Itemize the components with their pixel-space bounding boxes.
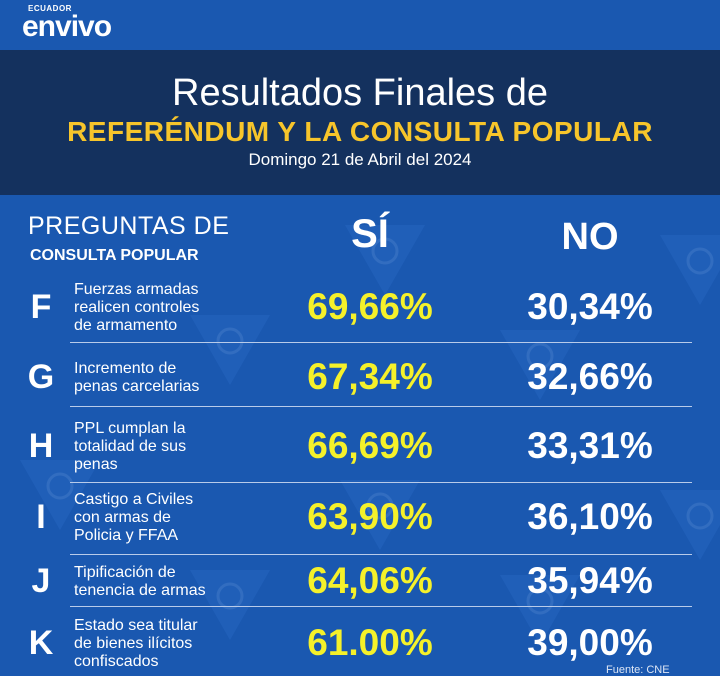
header-panel: Resultados Finales de REFERÉNDUM Y LA CO…	[0, 50, 720, 195]
watermark-icon	[660, 490, 720, 560]
row-divider	[70, 406, 692, 407]
watermark-icon	[190, 570, 270, 640]
yes-percentage: 64,06%	[307, 560, 433, 601]
question-text-line: de bienes ilícitos	[74, 635, 193, 652]
question-letter: K	[28, 624, 54, 662]
question-text-line: tenencia de armas	[74, 582, 206, 599]
question-text-line: Castigo a Civiles	[74, 491, 194, 508]
no-column-header: NO	[561, 216, 619, 258]
question-letter: I	[36, 498, 46, 536]
question-text: Incremento de penas carcelarias	[74, 360, 199, 396]
yes-percentage: 61.00%	[307, 622, 433, 663]
table-row: F Fuerzas armadas realicen controles de arm…	[0, 276, 720, 340]
table-row: G Incremento de penas carcelarias 67,34% 32,…	[0, 352, 720, 404]
watermark-icon	[190, 315, 270, 385]
question-text: Fuerzas armadas realicen controles de arma…	[74, 281, 199, 335]
question-letter: G	[27, 358, 55, 396]
question-text-line: confiscados	[74, 653, 159, 670]
question-text: Tipificación de tenencia de armas	[74, 564, 206, 600]
table-row: I Castigo a Civiles con armas de Policia y …	[0, 484, 720, 552]
question-letter: J	[31, 562, 51, 600]
source-note: Fuente: CNE	[606, 664, 670, 676]
no-percentage: 35,94%	[527, 560, 653, 601]
date-line: Domingo 21 de Abril del 2024	[248, 150, 472, 169]
row-divider	[70, 606, 692, 607]
row-divider	[70, 342, 692, 343]
question-text-line: totalidad de sus	[74, 438, 187, 455]
question-text: Castigo a Civiles con armas de Policia y F…	[74, 491, 193, 545]
questions-header-line-1: PREGUNTAS DE	[28, 212, 230, 240]
question-text-line: Policia y FFAA	[74, 527, 179, 544]
row-divider	[70, 482, 692, 483]
watermark-icon	[345, 225, 425, 295]
no-percentage: 33,31%	[527, 425, 653, 466]
yes-column-header: SÍ	[351, 212, 389, 256]
no-percentage: 32,66%	[527, 356, 653, 397]
brand-name: envivo	[22, 10, 112, 43]
table-row: J Tipificación de tenencia de armas 64,06% 3…	[0, 560, 720, 604]
question-text-line: con armas de	[74, 509, 171, 526]
title-line-2: REFERÉNDUM Y LA CONSULTA POPULAR	[67, 116, 653, 147]
watermark-icon	[660, 235, 720, 305]
brand-small-text: ECUADOR	[28, 4, 72, 13]
question-letter: F	[30, 288, 52, 326]
question-text-line: Incremento de	[74, 360, 177, 377]
question-letter: H	[28, 427, 54, 465]
yes-percentage: 69,66%	[307, 286, 433, 327]
question-text: PPL cumplan la totalidad de sus penas	[74, 420, 186, 474]
title-line-1: Resultados Finales de	[172, 72, 548, 114]
question-text: Estado sea titular de bienes ilícitos conf…	[74, 617, 198, 671]
question-text-line: penas carcelarias	[74, 378, 200, 395]
watermark-icon	[340, 480, 420, 550]
question-text-line: Estado sea titular	[74, 617, 198, 634]
no-percentage: 36,10%	[527, 496, 653, 537]
no-percentage: 30,34%	[527, 286, 653, 327]
question-text-line: PPL cumplan la	[74, 420, 186, 437]
row-divider	[70, 554, 692, 555]
yes-percentage: 67,34%	[307, 356, 433, 397]
question-text-line: Tipificación de	[74, 564, 176, 581]
question-text-line: Fuerzas armadas	[74, 281, 199, 298]
question-text-line: penas	[74, 456, 118, 473]
table-row: H PPL cumplan la totalidad de sus penas 66,6…	[0, 414, 720, 480]
top-bar: ECUADOR envivo	[0, 0, 720, 50]
table-row: K Estado sea titular de bienes ilícitos con…	[0, 616, 720, 672]
watermark-icon	[500, 330, 580, 400]
question-text-line: de armamento	[74, 317, 178, 334]
watermark-icon	[20, 460, 100, 530]
questions-header-line-2: CONSULTA POPULAR	[30, 247, 199, 264]
watermark-icon	[500, 575, 580, 645]
yes-percentage: 63,90%	[307, 496, 433, 537]
yes-percentage: 66,69%	[307, 425, 433, 466]
question-text-line: realicen controles	[74, 299, 200, 316]
no-percentage: 39,00%	[527, 622, 653, 663]
